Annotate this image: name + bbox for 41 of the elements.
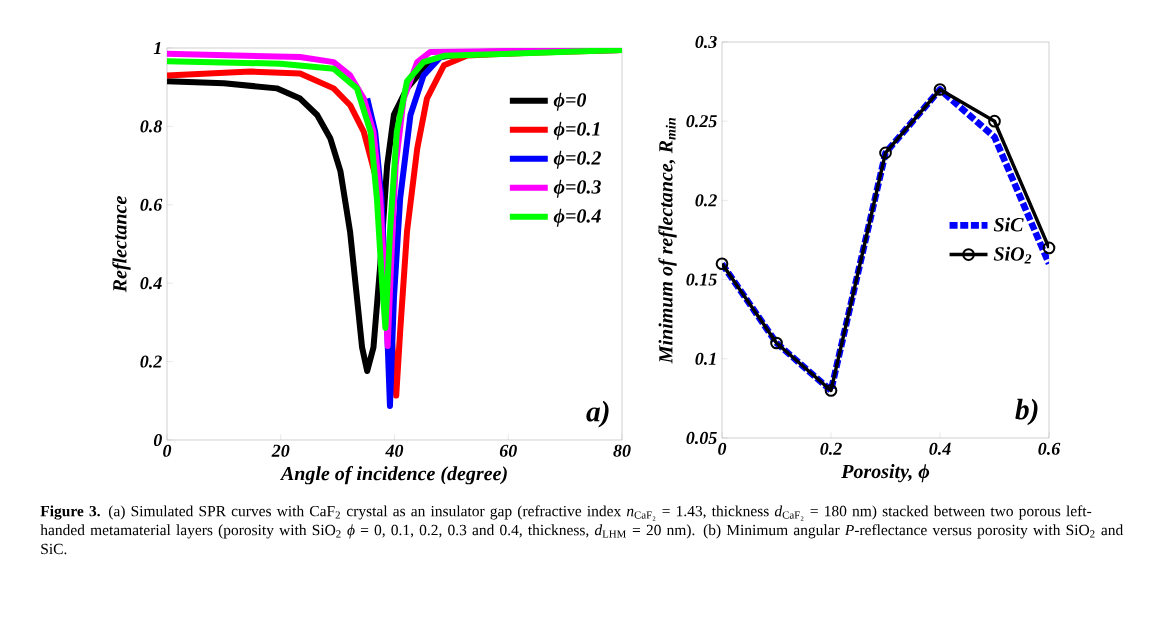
point <box>1042 241 1056 255</box>
legend-label: ϕ=0.2 <box>553 150 601 169</box>
legend-label: ϕ=0 <box>553 92 587 111</box>
point <box>988 114 1001 128</box>
y-tick-label: 0.8 <box>140 120 163 133</box>
y-tick-label: 0.4 <box>140 277 162 290</box>
legend-label: ϕ=0.4 <box>553 208 601 227</box>
x-axis-title: Angle of incidence (degree) <box>279 466 507 485</box>
y-tick-label: 0.2 <box>695 194 717 207</box>
x-axis-title: Porosity, ϕ <box>841 464 930 483</box>
x-tick-label: 80 <box>613 444 631 457</box>
y-axis-title: Reflectance <box>112 196 131 293</box>
point <box>824 384 838 397</box>
y-tick-label: 0.2 <box>140 355 162 368</box>
y-axis-title: Minimum of reflectance, R$_{min}$ <box>658 118 677 364</box>
x-tick-label: 0.2 <box>820 442 842 455</box>
annotation: b) <box>1015 398 1038 426</box>
point <box>933 83 947 96</box>
y-tick-label: 0.15 <box>686 273 717 286</box>
point <box>770 336 783 350</box>
point <box>879 146 892 160</box>
x-tick-label: 60 <box>499 444 517 457</box>
x-tick-label: 0.6 <box>1038 442 1061 455</box>
legend-label: ϕ=0.1 <box>553 121 600 140</box>
x-tick-label: 40 <box>385 444 404 457</box>
y-tick-label: 1 <box>153 42 161 54</box>
y-tick-label: 0.05 <box>686 431 717 445</box>
y-tick-label: 0.3 <box>695 35 717 49</box>
legend-label: SiC <box>993 217 1024 232</box>
legend-label: SiO$_{2}$ <box>993 246 1032 264</box>
legend-label: ϕ=0.3 <box>553 179 601 198</box>
y-tick-label: 0.25 <box>686 115 717 128</box>
annotation: a) <box>586 400 609 428</box>
y-tick-label: 0.1 <box>695 352 716 365</box>
x-tick-label: 0.4 <box>929 442 951 455</box>
point <box>715 257 729 271</box>
x-tick-label: 0 <box>163 444 172 457</box>
x-tick-label: 0 <box>718 442 727 455</box>
text: Figure 3. (a) Simulated SPR curves with CaF$_{2}$ crystal as an insulator gap (refractive index n$_{CaF₂}$ = 1.43, thickness d$_{CaF₂}$ = 180 nm) stacked between two porous left-handed metamaterial layers (porosity with SiO$_{2}$ ϕ = 0, 0.1, 0.2, 0.3 and 0.4, thickness, d$_{LHM}$ = 20 nm). (b) Minimum angular P-reflectance versus porosity with SiO$_{2}$ and SiC. <box>40 505 1124 555</box>
x-tick-label: 20 <box>271 444 290 457</box>
y-tick-label: 0.6 <box>140 198 163 211</box>
